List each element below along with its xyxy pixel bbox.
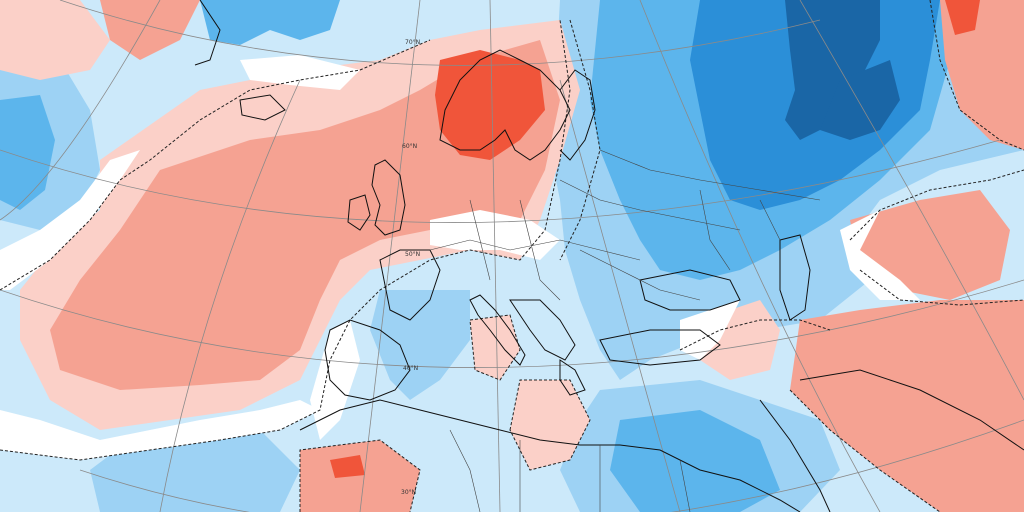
ireland-coast: [347, 194, 371, 231]
greenland-coast: [194, 0, 221, 66]
balkan-coast: [509, 299, 576, 361]
neutral-bands: [0, 55, 920, 460]
coastlines: [194, 0, 1024, 512]
latitude-label-60n: 60°N: [402, 143, 417, 150]
italy-coast: [469, 294, 526, 366]
north-africa-coast: [299, 399, 801, 512]
greece-coast: [559, 359, 586, 396]
caspian-coast: [779, 234, 811, 321]
france-coast: [379, 249, 441, 321]
turkey-coast: [599, 329, 721, 366]
latitude-labels: 70°N 60°N 50°N 40°N 30°N: [401, 39, 420, 496]
finland-coast: [559, 69, 596, 161]
iceland-coast: [239, 94, 286, 121]
latitude-label-40n: 40°N: [403, 365, 418, 372]
black-sea-coast: [639, 269, 741, 311]
british-isles-coast: [371, 159, 406, 236]
country-borders: [429, 149, 821, 512]
latitude-label-70n: 70°N: [405, 39, 420, 46]
red-sea-coast: [759, 399, 831, 512]
scandinavia-coast: [439, 49, 571, 161]
latitude-label-50n: 50°N: [405, 251, 420, 258]
arabia-coast: [799, 369, 1024, 451]
iberia-coast: [324, 319, 411, 401]
latitude-label-30n: 30°N: [401, 489, 416, 496]
